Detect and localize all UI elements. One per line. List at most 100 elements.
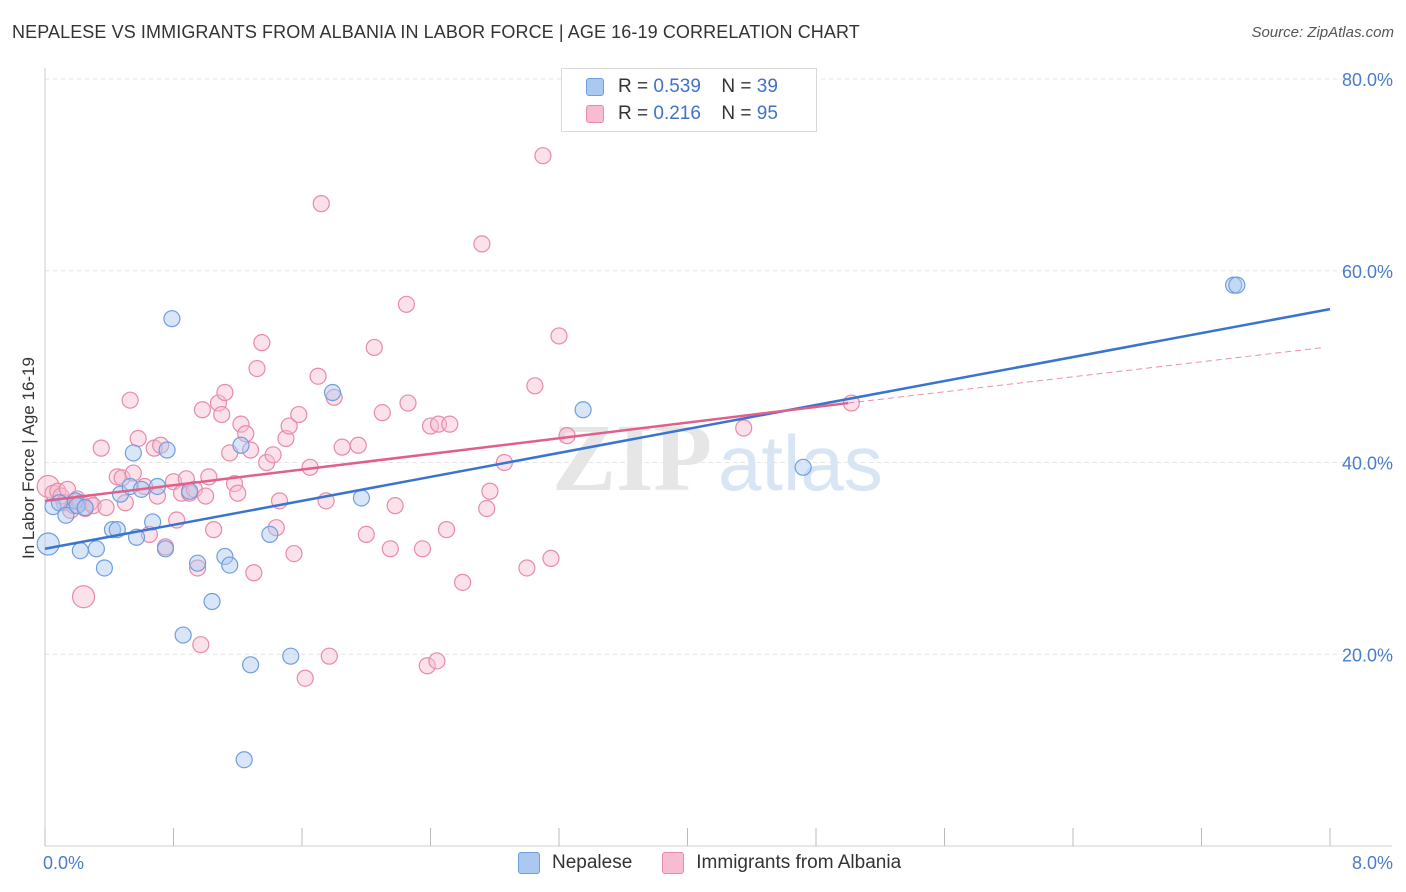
nepalese-points xyxy=(36,276,1246,769)
legend-swatch-pink xyxy=(586,105,604,123)
legend-swatch-blue xyxy=(586,78,604,96)
albania-point xyxy=(205,521,223,539)
nepalese-point xyxy=(188,554,207,572)
albania-point xyxy=(285,544,303,563)
albania-point xyxy=(192,636,210,654)
albania-point xyxy=(253,334,271,352)
albania-point xyxy=(296,669,314,687)
y-axis-label: In Labor Force | Age 16-19 xyxy=(19,357,38,559)
albania-point xyxy=(248,359,266,378)
nepalese-point xyxy=(232,436,250,454)
stats-legend: R = 0.539 N = 39 R = 0.216 N = 95 xyxy=(561,68,817,132)
legend-n-label: N = xyxy=(721,76,752,97)
albania-point xyxy=(437,521,456,539)
albania-point xyxy=(381,540,399,558)
nepalese-point xyxy=(180,482,199,500)
albania-point xyxy=(213,405,231,424)
legend-item-nepalese[interactable]: Nepalese xyxy=(518,852,632,874)
legend-swatch-blue xyxy=(518,852,540,874)
albania-point xyxy=(357,525,375,544)
nepalese-point xyxy=(87,540,106,558)
nepalese-point xyxy=(282,647,300,665)
albania-point xyxy=(399,394,417,412)
legend-n-label: N = xyxy=(721,103,752,124)
albania-point xyxy=(386,497,404,515)
nepalese-point xyxy=(124,444,142,462)
albania-point xyxy=(242,441,260,459)
legend-row-albania: R = 0.216 N = 95 xyxy=(586,102,778,126)
watermark-zip: ZIP xyxy=(552,404,712,511)
legend-n-value: 39 xyxy=(756,76,778,97)
nepalese-point xyxy=(216,547,234,566)
nepalese-point xyxy=(36,532,60,556)
legend-swatch-pink xyxy=(662,852,685,874)
nepalese-point xyxy=(95,559,114,577)
albania-point xyxy=(121,391,139,409)
albania-point xyxy=(418,657,436,675)
albania-point xyxy=(373,404,391,422)
trend-lines xyxy=(44,307,1331,551)
series-legend: Nepalese Immigrants from Albania xyxy=(518,852,931,874)
albania-point xyxy=(197,487,215,505)
nepalese-point xyxy=(203,592,221,611)
legend-item-albania[interactable]: Immigrants from Albania xyxy=(662,852,901,874)
albania-point xyxy=(349,436,367,454)
nepalese-trend-line xyxy=(44,307,1331,551)
albania-point xyxy=(333,438,351,456)
albania-point xyxy=(735,419,753,437)
nepalese-point xyxy=(235,751,253,769)
albania-point xyxy=(129,429,147,448)
albania-point xyxy=(280,417,298,435)
nepalese-point xyxy=(1228,276,1246,294)
axes xyxy=(44,68,1392,847)
x-tick-label: 8.0% xyxy=(1352,853,1393,873)
legend-label-nepalese: Nepalese xyxy=(552,852,633,873)
nepalese-point xyxy=(163,310,181,328)
legend-r-label: R = xyxy=(618,76,649,97)
albania-point xyxy=(245,564,263,582)
nepalese-point xyxy=(574,401,592,419)
source-label: Source: ZipAtlas.com xyxy=(1251,24,1394,41)
nepalese-point xyxy=(352,489,371,507)
legend-r-value: 0.216 xyxy=(653,103,701,124)
watermark-atlas: atlas xyxy=(718,419,883,507)
y-tick-label: 60.0% xyxy=(1342,262,1393,282)
albania-point xyxy=(309,367,327,385)
albania-point xyxy=(534,147,552,165)
nepalese-point xyxy=(221,556,239,574)
nepalese-point xyxy=(323,383,342,402)
albania-point xyxy=(290,405,308,424)
albania-point xyxy=(365,338,383,357)
albania-trend-line xyxy=(44,401,849,503)
albania-point xyxy=(267,519,285,537)
nepalese-point xyxy=(57,506,75,524)
albania-point xyxy=(97,498,115,517)
nepalese-point xyxy=(156,540,175,558)
nepalese-point xyxy=(174,626,192,644)
albania-point xyxy=(229,484,247,502)
albania-point xyxy=(312,195,330,213)
nepalese-point xyxy=(261,525,279,544)
albania-point xyxy=(550,327,568,345)
albania-point xyxy=(428,652,446,670)
albania-point xyxy=(518,559,536,577)
albania-point xyxy=(478,499,496,518)
nepalese-point xyxy=(103,521,122,539)
albania-point xyxy=(454,573,472,591)
albania-point xyxy=(526,377,544,395)
y-tick-label: 40.0% xyxy=(1342,454,1393,474)
albania-point xyxy=(397,295,416,313)
albania-point xyxy=(481,482,499,500)
albania-point xyxy=(441,415,459,433)
nepalese-point xyxy=(242,656,260,674)
legend-r-value: 0.539 xyxy=(653,76,701,97)
nepalese-point xyxy=(158,441,176,459)
legend-n-value: 95 xyxy=(756,103,778,124)
y-tick-label: 80.0% xyxy=(1342,70,1393,90)
nepalese-point xyxy=(71,542,89,560)
nepalese-point xyxy=(794,458,812,476)
legend-r-label: R = xyxy=(618,103,649,124)
watermark: ZIP atlas xyxy=(552,404,883,511)
chart-title: NEPALESE VS IMMIGRANTS FROM ALBANIA IN L… xyxy=(12,22,860,42)
y-tick-label: 20.0% xyxy=(1342,645,1393,665)
